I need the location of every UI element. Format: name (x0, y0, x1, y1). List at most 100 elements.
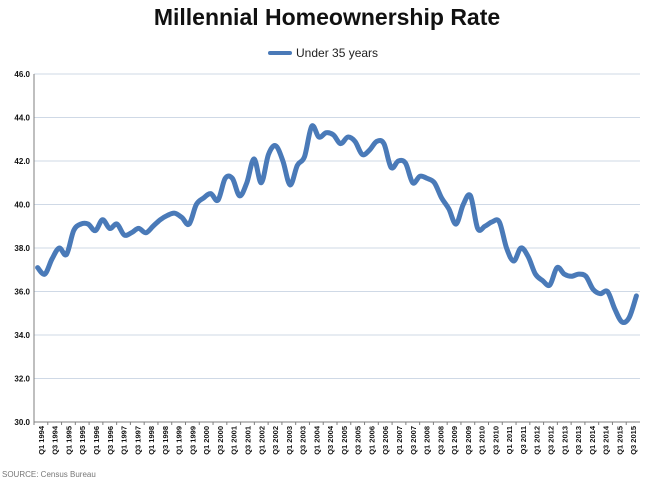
data-point (108, 227, 111, 230)
x-tick-label: Q1 2002 (257, 426, 266, 455)
data-point (94, 229, 97, 232)
x-tick-label: Q3 1994 (51, 425, 60, 455)
data-point (332, 134, 335, 136)
x-tick-label: Q1 2003 (285, 426, 294, 455)
data-point (361, 153, 364, 156)
data-point (289, 184, 291, 186)
data-point (433, 181, 436, 184)
data-point (347, 136, 349, 138)
y-tick-label: 40.0 (14, 201, 30, 210)
data-point (152, 225, 154, 228)
y-tick-label: 38.0 (14, 244, 30, 253)
data-point (563, 273, 566, 275)
data-point (58, 247, 61, 249)
x-tick-label: Q1 2014 (588, 425, 597, 455)
legend-label: Under 35 years (296, 46, 379, 60)
data-point (173, 212, 176, 214)
x-tick-label: Q3 2006 (381, 426, 390, 455)
source-note: SOURCE: Census Bureau (2, 470, 96, 479)
x-tick-label: Q3 2012 (546, 426, 555, 455)
data-point (80, 223, 82, 225)
data-point (512, 260, 515, 262)
x-tick-label: Q3 2000 (216, 426, 225, 455)
data-point (310, 125, 313, 127)
data-point (484, 225, 486, 228)
x-tick-label: Q1 1998 (147, 426, 156, 455)
data-point (159, 218, 162, 221)
data-point (65, 253, 68, 256)
x-tick-label: Q3 2015 (629, 426, 638, 455)
data-point (556, 266, 558, 269)
y-tick-label: 42.0 (14, 157, 30, 166)
x-tick-label: Q1 2009 (450, 426, 459, 455)
data-point (246, 181, 248, 184)
y-tick-label: 32.0 (14, 375, 30, 384)
x-tick-label: Q1 2005 (340, 426, 349, 455)
data-point (455, 223, 457, 225)
legend-swatch (268, 51, 292, 55)
x-tick-label: Q1 2006 (367, 426, 376, 455)
x-tick-label: Q3 1999 (188, 426, 197, 455)
data-point (606, 290, 609, 293)
data-point (520, 247, 522, 249)
y-tick-label: 36.0 (14, 288, 30, 297)
x-tick-label: Q3 2001 (243, 426, 252, 455)
data-point (390, 166, 392, 169)
data-point (397, 160, 400, 162)
data-point (368, 149, 371, 151)
x-tick-label: Q3 2014 (602, 425, 611, 455)
data-point (181, 216, 183, 219)
data-point (469, 195, 472, 197)
data-point (476, 227, 479, 230)
y-tick-label: 44.0 (14, 114, 30, 123)
data-point (505, 247, 508, 249)
x-tick-label: Q1 2001 (230, 426, 239, 455)
y-tick-label: 34.0 (14, 331, 30, 340)
data-point (253, 158, 255, 160)
data-point (217, 199, 219, 201)
data-point (462, 203, 465, 206)
x-tick-label: Q3 2007 (409, 426, 418, 455)
data-point (527, 255, 529, 258)
data-point (621, 321, 623, 323)
y-tick-label: 46.0 (14, 70, 30, 79)
series-line-under-35 (35, 123, 639, 325)
data-point (318, 136, 320, 138)
legend: Under 35 years (268, 45, 378, 61)
data-point (419, 175, 421, 178)
data-point (491, 221, 493, 223)
x-tick-label: Q1 1994 (37, 425, 46, 455)
data-point (498, 221, 501, 223)
data-point (224, 177, 226, 180)
x-tick-label: Q1 1996 (92, 426, 101, 455)
data-point (570, 275, 573, 278)
chart-title: Millennial Homeownership Rate (153, 4, 501, 30)
data-point (145, 231, 147, 234)
data-point (36, 266, 39, 269)
x-tick-label: Q3 2005 (354, 426, 363, 455)
x-tick-label: Q1 2000 (202, 426, 211, 455)
data-point (130, 231, 133, 234)
data-point (325, 131, 327, 134)
data-point (585, 275, 587, 278)
data-point (383, 142, 385, 145)
data-point (592, 288, 594, 291)
data-point (116, 223, 118, 225)
data-point (448, 208, 450, 210)
data-point (274, 144, 277, 147)
data-point (599, 292, 602, 295)
x-tick-label: Q3 2013 (574, 426, 583, 455)
x-tick-label: Q3 2011 (519, 426, 528, 454)
data-point (339, 142, 342, 145)
data-point (541, 279, 544, 282)
x-tick-label: Q3 2002 (271, 426, 280, 455)
x-tick-label: Q1 2004 (312, 425, 321, 455)
data-point (577, 273, 580, 275)
data-point (404, 162, 407, 164)
data-point (440, 197, 443, 199)
data-point (231, 177, 234, 180)
data-point (87, 223, 89, 225)
x-tick-label: Q3 1998 (161, 426, 170, 455)
data-point (44, 273, 46, 275)
